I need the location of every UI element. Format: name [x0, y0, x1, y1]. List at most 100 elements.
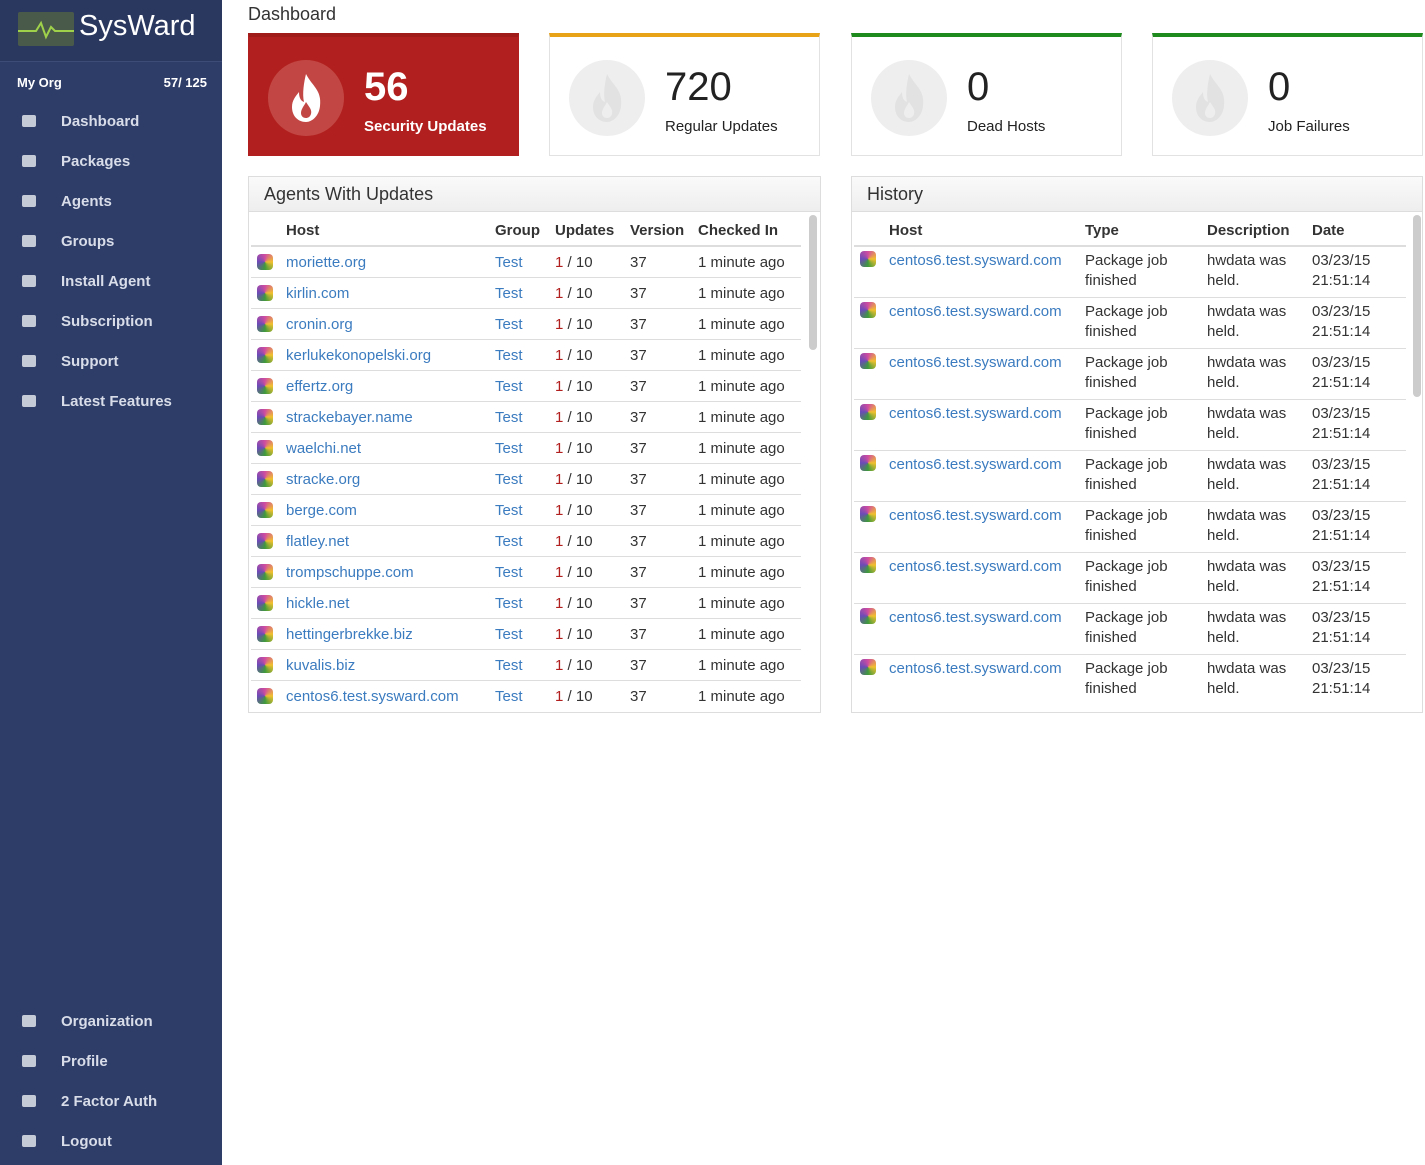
- cell: 1 minute ago: [698, 369, 801, 401]
- cell: [854, 245, 889, 298]
- history-description: hwdata was held.: [1207, 354, 1287, 391]
- nav-label: Support: [61, 353, 119, 370]
- host-link[interactable]: kuvalis.biz: [286, 656, 356, 674]
- host-link[interactable]: effertz.org: [286, 377, 354, 395]
- group-link[interactable]: Test: [495, 501, 523, 519]
- cell: 37: [630, 431, 698, 463]
- group-link[interactable]: Test: [495, 532, 523, 550]
- total-updates: / 10: [567, 377, 593, 395]
- host-link[interactable]: centos6.test.sysward.com: [889, 507, 1062, 524]
- host-link[interactable]: berge.com: [286, 501, 357, 519]
- group-link[interactable]: Test: [495, 377, 523, 395]
- nav-item[interactable]: Dashboard: [0, 106, 222, 138]
- host-link[interactable]: hickle.net: [286, 594, 350, 612]
- host-link[interactable]: centos6.test.sysward.com: [889, 252, 1062, 269]
- security-updates: 1: [555, 594, 564, 612]
- group-link[interactable]: Test: [495, 439, 523, 457]
- scrollbar[interactable]: [1413, 215, 1421, 397]
- cell: Package job finished: [1085, 552, 1207, 604]
- host-link[interactable]: flatley.net: [286, 532, 350, 550]
- host-link[interactable]: centos6.test.sysward.com: [889, 660, 1062, 677]
- group-link[interactable]: Test: [495, 408, 523, 426]
- security-updates: 1: [555, 408, 564, 426]
- version: 37: [630, 315, 647, 333]
- nav-item[interactable]: Profile: [0, 1046, 222, 1078]
- host-link[interactable]: strackebayer.name: [286, 408, 413, 426]
- cell: [854, 348, 889, 400]
- group-link[interactable]: Test: [495, 284, 523, 302]
- nav-item[interactable]: Support: [0, 346, 222, 378]
- history-description: hwdata was held.: [1207, 405, 1287, 442]
- host-link[interactable]: waelchi.net: [286, 439, 362, 457]
- nav-item[interactable]: Packages: [0, 146, 222, 178]
- agent-icon: [257, 625, 273, 642]
- nav-item[interactable]: Logout: [0, 1126, 222, 1158]
- agent-row: stracke.org Test 1 / 10 37 1 minute ago: [251, 462, 801, 494]
- host-link[interactable]: cronin.org: [286, 315, 353, 333]
- agent-row: kirlin.com Test 1 / 10 37 1 minute ago: [251, 276, 801, 308]
- host-link[interactable]: centos6.test.sysward.com: [889, 456, 1062, 473]
- nav-item[interactable]: Agents: [0, 186, 222, 218]
- nav-label: Organization: [61, 1013, 153, 1030]
- cell: flatley.net: [286, 524, 495, 556]
- total-updates: / 10: [567, 470, 593, 488]
- total-updates: / 10: [567, 532, 593, 550]
- group-link[interactable]: Test: [495, 470, 523, 488]
- checked-in: 1 minute ago: [698, 377, 785, 395]
- group-link[interactable]: Test: [495, 254, 523, 271]
- nav-item[interactable]: Latest Features: [0, 386, 222, 418]
- host-link[interactable]: centos6.test.sysward.com: [889, 405, 1062, 422]
- host-link[interactable]: centos6.test.sysward.com: [889, 558, 1062, 575]
- cell: centos6.test.sysward.com: [889, 348, 1085, 400]
- group-link[interactable]: Test: [495, 625, 523, 643]
- version: 37: [630, 594, 647, 612]
- group-link[interactable]: Test: [495, 687, 523, 705]
- host-link[interactable]: kerlukekonopelski.org: [286, 346, 432, 364]
- group-link[interactable]: Test: [495, 656, 523, 674]
- host-link[interactable]: stracke.org: [286, 470, 361, 488]
- cell: stracke.org: [286, 462, 495, 494]
- group-link[interactable]: Test: [495, 594, 523, 612]
- nav-item[interactable]: Install Agent: [0, 266, 222, 298]
- nav-item[interactable]: Organization: [0, 1006, 222, 1038]
- host-link[interactable]: trompschuppe.com: [286, 563, 414, 581]
- nav-label: Logout: [61, 1133, 112, 1150]
- cell: Test: [495, 524, 555, 556]
- nav-item[interactable]: 2 Factor Auth: [0, 1086, 222, 1118]
- host-link[interactable]: moriette.org: [286, 254, 367, 271]
- group-link[interactable]: Test: [495, 315, 523, 333]
- cell: centos6.test.sysward.com: [889, 654, 1085, 706]
- cell: 03/23/15 21:51:14: [1312, 245, 1406, 298]
- group-link[interactable]: Test: [495, 346, 523, 364]
- nav-item[interactable]: Groups: [0, 226, 222, 258]
- cell: 1 / 10: [555, 679, 630, 711]
- host-link[interactable]: centos6.test.sysward.com: [889, 303, 1062, 320]
- history-row: centos6.test.sysward.com Package job fini…: [854, 450, 1406, 502]
- agent-icon: [257, 377, 273, 394]
- agent-icon: [257, 594, 273, 611]
- host-link[interactable]: hettingerbrekke.biz: [286, 625, 413, 643]
- nav-item[interactable]: Subscription: [0, 306, 222, 338]
- host-link[interactable]: centos6.test.sysward.com: [889, 354, 1062, 371]
- agent-icon: [860, 608, 876, 624]
- cell: 1 minute ago: [698, 307, 801, 339]
- security-updates: 1: [555, 656, 564, 674]
- agent-row: strackebayer.name Test 1 / 10 37 1 minute ag…: [251, 400, 801, 432]
- scrollbar[interactable]: [809, 215, 817, 350]
- stat-icon: [1172, 60, 1248, 136]
- column-header: Group: [495, 213, 555, 247]
- history-table: Host Type Description Date centos6.test.sysw…: [854, 213, 1406, 706]
- panel-title: History: [852, 177, 1422, 212]
- column-header: Version: [630, 213, 698, 247]
- cell: 1 / 10: [555, 338, 630, 370]
- host-link[interactable]: centos6.test.sysward.com: [889, 609, 1062, 626]
- agent-icon: [257, 501, 273, 518]
- cell: 37: [630, 493, 698, 525]
- host-link[interactable]: centos6.test.sysward.com: [286, 687, 459, 705]
- cell: [251, 338, 286, 370]
- total-updates: / 10: [567, 687, 593, 705]
- host-link[interactable]: kirlin.com: [286, 284, 350, 302]
- group-link[interactable]: Test: [495, 563, 523, 581]
- panel-title: Agents With Updates: [249, 177, 820, 212]
- history-date: 03/23/15 21:51:14: [1312, 252, 1371, 289]
